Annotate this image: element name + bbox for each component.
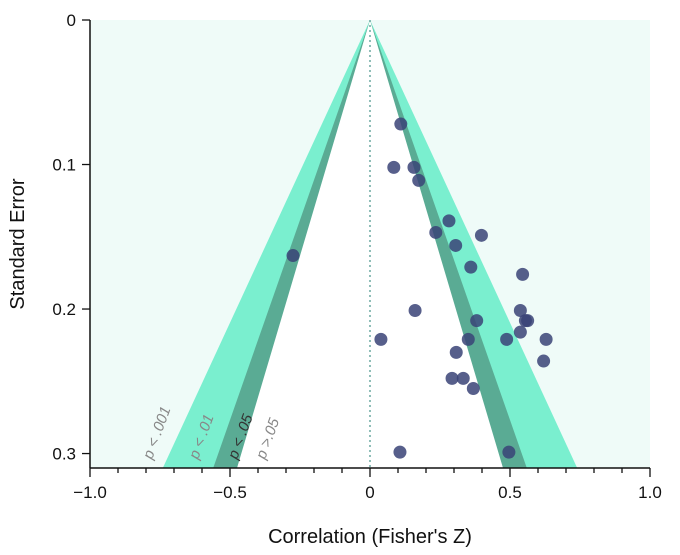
data-point xyxy=(394,117,408,131)
data-point xyxy=(461,332,475,346)
data-point xyxy=(387,160,401,174)
data-point xyxy=(429,225,443,239)
data-point xyxy=(516,267,530,281)
contour-region-3 xyxy=(237,20,503,468)
x-tick-label: 0 xyxy=(365,483,374,502)
x-tick-label: −1.0 xyxy=(73,483,107,502)
y-axis-title: Standard Error xyxy=(7,178,29,310)
x-tick-label: 0.5 xyxy=(498,483,522,502)
data-point xyxy=(470,314,484,328)
data-point xyxy=(374,332,388,346)
data-point xyxy=(466,382,480,396)
data-point xyxy=(518,314,532,328)
data-point xyxy=(449,345,463,359)
y-tick-label: 0 xyxy=(67,11,76,30)
data-point xyxy=(393,445,407,459)
data-point xyxy=(537,354,551,368)
data-point xyxy=(502,445,516,459)
data-point xyxy=(286,249,300,263)
x-tick-label: −0.5 xyxy=(213,483,247,502)
data-point xyxy=(412,173,426,187)
data-point xyxy=(407,160,421,174)
data-point xyxy=(456,371,470,385)
y-tick-label: 0.2 xyxy=(52,300,76,319)
data-point xyxy=(513,303,527,317)
data-point xyxy=(449,238,463,252)
data-point xyxy=(539,332,553,346)
data-point xyxy=(442,214,456,228)
data-point xyxy=(500,332,514,346)
data-point xyxy=(445,371,459,385)
data-point xyxy=(474,228,488,242)
y-tick-label: 0.3 xyxy=(52,445,76,464)
data-point xyxy=(464,260,478,274)
y-tick-label: 0.1 xyxy=(52,156,76,175)
data-point xyxy=(408,303,422,317)
x-axis-title: Correlation (Fisher's Z) xyxy=(268,526,472,548)
x-tick-label: 1.0 xyxy=(638,483,662,502)
data-point xyxy=(513,325,527,339)
